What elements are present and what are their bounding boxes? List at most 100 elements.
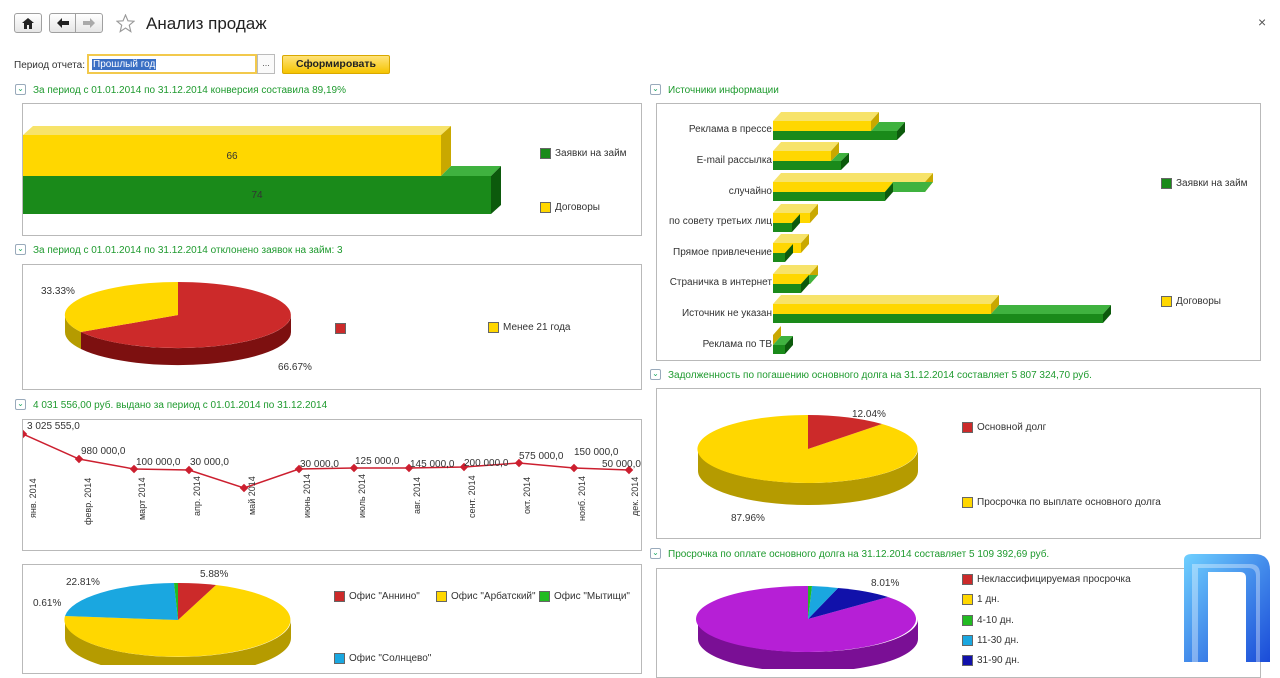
legend-label: Договоры [1176, 296, 1221, 307]
pie-slice-yellow [64, 281, 178, 332]
legend-swatch [1161, 296, 1172, 307]
legend-label: 31-90 дн. [977, 655, 1020, 666]
legend-swatch [436, 591, 447, 602]
legend-item: Просрочка по выплате основного долга [962, 497, 1161, 508]
legend-swatch [540, 202, 551, 213]
point-label: 125 000,0 [355, 456, 400, 467]
legend-label: Договоры [555, 202, 600, 213]
collapse-icon[interactable]: ⌄ [650, 369, 661, 380]
collapse-icon[interactable]: ⌄ [15, 244, 26, 255]
line-series [22, 433, 630, 489]
category-label: Реклама по ТВ [702, 339, 772, 350]
point-label: 30 000,0 [190, 457, 229, 468]
bar-dogovory-label: 66 [226, 151, 238, 162]
sources-chart-panel: Реклама в прессе E-mail рассылка случайн… [656, 103, 1261, 361]
legend-swatch [962, 615, 973, 626]
legend-swatch [335, 323, 346, 334]
x-tick-label: сент. 2014 [467, 475, 477, 518]
category-label: Реклама в прессе [688, 124, 772, 135]
collapse-icon[interactable]: ⌄ [15, 84, 26, 95]
pie-label: 8.01% [871, 578, 899, 589]
legend-label: Офис "Арбатский" [451, 591, 536, 602]
legend-item: Офис "Солнцево" [334, 653, 431, 664]
pie-depth-red [81, 315, 292, 366]
group-issued-title: 4 031 556,00 руб. выдано за период с 01.… [33, 400, 328, 411]
bar-zayavki-label: 74 [251, 190, 263, 201]
rejected-chart: 33.33% 66.67% [41, 281, 312, 373]
x-tick-label: дек. 2014 [630, 476, 640, 516]
star-icon[interactable] [116, 14, 135, 33]
legend-item: Договоры [540, 202, 600, 213]
collapse-icon[interactable]: ⌄ [650, 548, 661, 559]
point-label: 575 000,0 [519, 451, 564, 462]
sources-chart [773, 112, 1111, 354]
logo-watermark [1184, 554, 1270, 662]
group-overdue-title: Просрочка по оплате основного долга на 3… [668, 549, 1050, 560]
category-label: Страничка в интернет [669, 277, 772, 288]
legend-swatch [334, 653, 345, 664]
x-tick-label: март 2014 [137, 477, 147, 520]
category-label: случайно [728, 186, 772, 197]
x-tick-label: нояб. 2014 [577, 475, 587, 521]
period-input[interactable]: Прошлый год [87, 54, 257, 74]
period-label: Период отчета: [14, 60, 86, 71]
bar-zayavki [23, 176, 491, 214]
pie-label: 0.61% [33, 598, 61, 609]
pie-label: 5.88% [200, 569, 228, 580]
overdue-chart-panel: 8.01% Неклассифицируемая просрочка 1 дн.… [656, 568, 1261, 678]
pie-slice-green [808, 585, 812, 619]
legend-label: 4-10 дн. [977, 615, 1014, 626]
x-tick-label: май 2014 [247, 476, 257, 515]
collapse-icon[interactable]: ⌄ [650, 84, 661, 95]
period-select-button[interactable]: ... [257, 54, 275, 74]
issued-chart-panel: 3 025 555,0 980 000,0 100 000,0 30 000,0… [18, 419, 642, 551]
legend-item: 31-90 дн. [962, 655, 1020, 666]
legend-swatch [962, 635, 973, 646]
pie-label: 33.33% [41, 286, 75, 297]
back-button[interactable] [49, 13, 76, 33]
pie-depth-yellow [64, 315, 81, 349]
x-tick-label: авг. 2014 [412, 477, 422, 514]
x-tick-label: февр. 2014 [83, 477, 93, 525]
bar-dogovory-top [23, 126, 451, 135]
pie-slice-yellow [697, 414, 918, 483]
pie-slice-red [81, 282, 291, 348]
bar-zayavki-top [441, 166, 501, 176]
legend-item: Заявки на займ [540, 148, 627, 159]
pie-slice-green [174, 582, 178, 620]
legend-item: Офис "Мытищи" [539, 591, 630, 602]
category-label: по совету третьих лиц [668, 216, 772, 227]
conversion-chart-panel: 66 74 Заявки на займ Договоры [22, 103, 642, 236]
debt-chart: 12.04% 87.96% [697, 409, 918, 524]
legend-swatch [334, 591, 345, 602]
close-button[interactable]: × [1258, 14, 1267, 30]
legend-item: 1 дн. [962, 594, 999, 605]
home-button[interactable] [14, 13, 42, 33]
rejected-chart-panel: 33.33% 66.67% Менее 21 года [22, 264, 642, 390]
legend-label: Офис "Солнцево" [349, 653, 432, 664]
legend-label: Офис "Мытищи" [554, 591, 630, 602]
legend-label: Офис "Аннино" [349, 591, 420, 602]
arrow-left-icon [56, 18, 69, 28]
bar-zayavki-side [491, 166, 501, 214]
pie-slice-yellow [64, 585, 291, 657]
legend-swatch [962, 422, 973, 433]
legend-label: Основной долг [977, 422, 1047, 433]
legend-swatch [962, 497, 973, 508]
pie-label: 87.96% [731, 513, 765, 524]
legend-label: 11-30 дн. [977, 635, 1019, 646]
pie-slice-purple [695, 585, 916, 652]
legend-swatch [962, 574, 973, 585]
pie-slice-red [808, 415, 882, 449]
period-input-value: Прошлый год [92, 59, 157, 70]
x-tick-label: окт. 2014 [522, 476, 532, 514]
legend-swatch [488, 322, 499, 333]
group-conversion-title: За период с 01.01.2014 по 31.12.2014 кон… [33, 85, 347, 96]
generate-button[interactable]: Сформировать [282, 55, 390, 74]
forward-button[interactable] [75, 13, 103, 33]
category-label: Прямое привлечение [673, 247, 772, 258]
collapse-icon[interactable]: ⌄ [15, 399, 26, 410]
point-label: 50 000,0 [602, 459, 641, 470]
point-label: 3 025 555,0 [27, 421, 80, 432]
pie-slice-cyan [808, 586, 838, 619]
